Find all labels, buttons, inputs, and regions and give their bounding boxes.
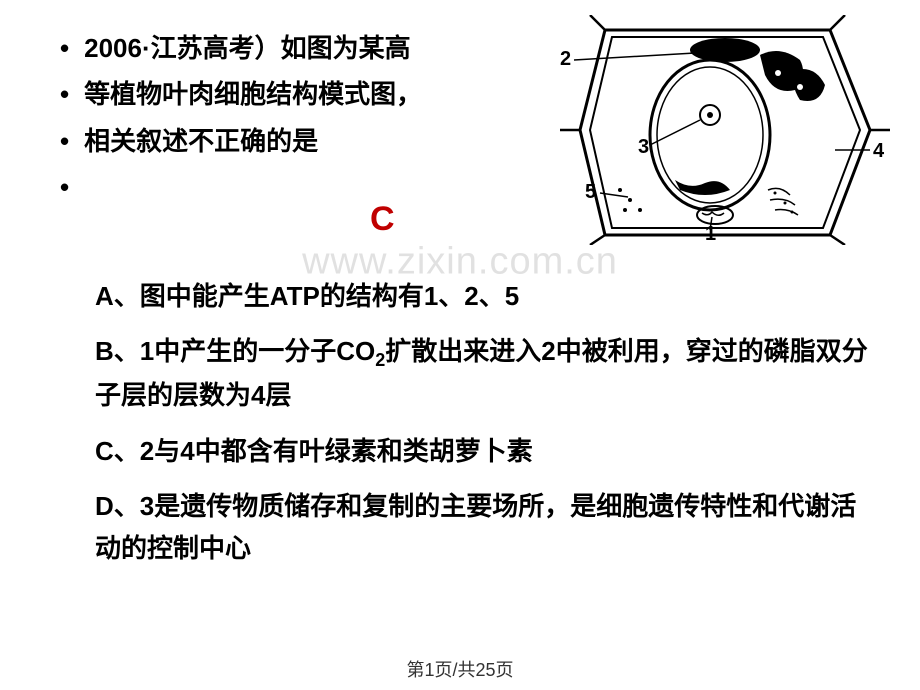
question-line-2: • 等植物叶肉细胞结构模式图， — [60, 76, 540, 112]
cell-diagram: 1 2 3 4 5 — [550, 15, 890, 245]
diagram-label-1: 1 — [705, 223, 716, 245]
wall-edge — [590, 15, 605, 30]
option-c: C、2与4中都含有叶绿素和类胡萝卜素 — [95, 431, 880, 473]
question-line-4: • — [60, 169, 540, 205]
ribosome — [638, 208, 642, 212]
diagram-label-2: 2 — [560, 48, 571, 70]
diagram-label-5: 5 — [585, 181, 596, 203]
diagram-label-3: 3 — [638, 136, 649, 158]
nucleolus-dot — [707, 112, 713, 118]
wall-edge — [830, 15, 845, 30]
option-b-subscript: 2 — [375, 350, 385, 370]
option-b: B、1中产生的一分子CO2扩散出来进入2中被利用，穿过的磷脂双分子层的层数为4层 — [95, 331, 880, 417]
vesicle — [797, 84, 803, 90]
wall-edge — [590, 235, 605, 245]
question-text-2: 等植物叶肉细胞结构模式图， — [84, 76, 422, 112]
ribosome — [774, 192, 777, 195]
bullet-icon: • — [60, 169, 69, 205]
bullet-icon: • — [60, 76, 69, 112]
chloroplast — [690, 38, 760, 62]
chromatin — [675, 180, 730, 195]
option-a: A、图中能产生ATP的结构有1、2、5 — [95, 276, 880, 318]
slide-content: • 2006·江苏高考）如图为某高 • 等植物叶肉细胞结构模式图， • 相关叙述… — [0, 0, 920, 604]
ribosome — [791, 211, 794, 214]
vesicle — [775, 70, 781, 76]
question-line-3: • 相关叙述不正确的是 — [60, 123, 540, 159]
wall-edge — [830, 235, 845, 245]
options-block: A、图中能产生ATP的结构有1、2、5 B、1中产生的一分子CO2扩散出来进入2… — [60, 276, 880, 570]
bullet-icon: • — [60, 30, 69, 66]
er-texture — [768, 188, 798, 215]
ribosome — [618, 188, 622, 192]
cristae — [702, 212, 724, 215]
question-text-3: 相关叙述不正确的是 — [84, 123, 318, 159]
diagram-label-4: 4 — [873, 140, 885, 162]
option-d: D、3是遗传物质储存和复制的主要场所，是细胞遗传特性和代谢活动的控制中心 — [95, 486, 880, 569]
ribosome — [628, 198, 632, 202]
question-block: • 2006·江苏高考）如图为某高 • 等植物叶肉细胞结构模式图， • 相关叙述… — [60, 30, 540, 206]
page-footer: 第1页/共25页 — [406, 656, 513, 682]
cell-diagram-svg: 1 2 3 4 5 — [550, 15, 890, 245]
ribosome — [623, 208, 627, 212]
question-text-1: 2006·江苏高考）如图为某高 — [84, 30, 411, 66]
answer-letter: C — [370, 200, 395, 239]
question-line-1: • 2006·江苏高考）如图为某高 — [60, 30, 540, 66]
ribosome — [784, 202, 787, 205]
option-b-part1: B、1中产生的一分子CO — [95, 336, 375, 366]
bullet-icon: • — [60, 123, 69, 159]
leader-2 — [574, 53, 695, 60]
